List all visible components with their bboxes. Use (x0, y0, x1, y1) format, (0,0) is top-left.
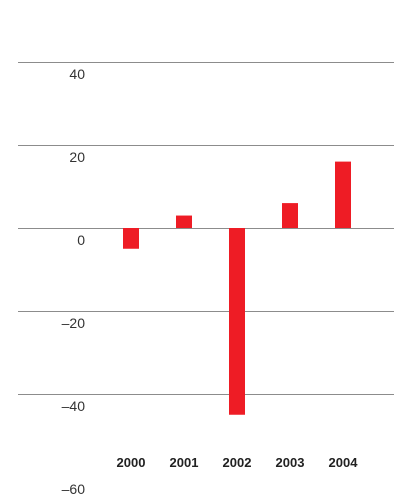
bars (123, 161, 351, 415)
bar-2003 (282, 203, 298, 228)
y-tick-label: –60 (62, 481, 86, 495)
y-axis-tick-labels: 40 20 0 –20 –40 –60 (62, 66, 86, 495)
bar-2000 (123, 228, 139, 249)
gridlines (18, 62, 394, 395)
y-tick-label: 0 (77, 232, 85, 248)
y-tick-label: –20 (62, 315, 86, 331)
y-tick-label: 40 (69, 66, 85, 82)
x-category-label: 2000 (117, 455, 146, 470)
bar-2001 (176, 215, 192, 228)
y-tick-label: –40 (62, 398, 86, 414)
x-axis-category-labels: 2000 2001 2002 2003 2004 (117, 455, 359, 470)
bar-2004 (335, 161, 351, 228)
x-category-label: 2004 (329, 455, 359, 470)
bar-2002 (229, 228, 245, 415)
y-tick-label: 20 (69, 149, 85, 165)
x-category-label: 2003 (276, 455, 305, 470)
x-category-label: 2002 (223, 455, 252, 470)
x-category-label: 2001 (170, 455, 199, 470)
